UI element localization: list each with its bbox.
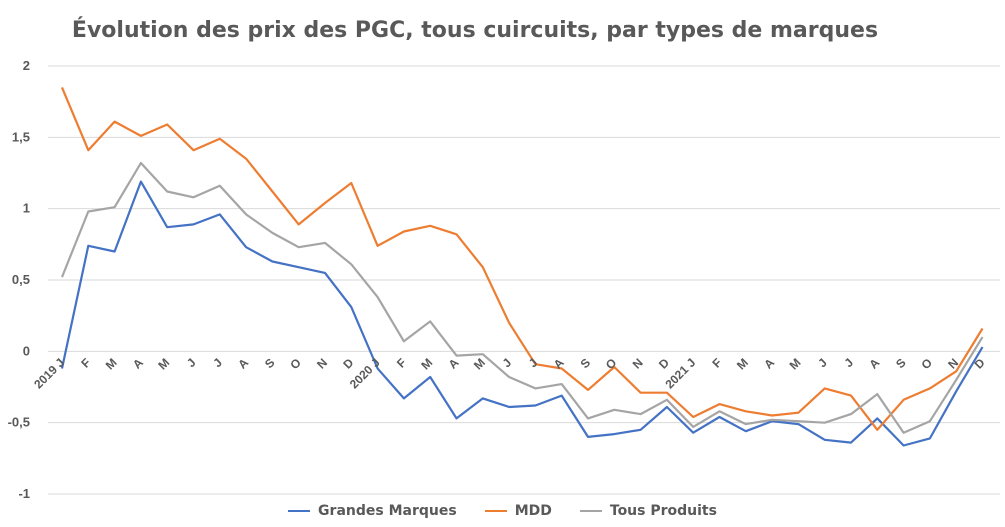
y-tick-label: 0,5: [12, 272, 30, 287]
y-tick-label: -1: [18, 486, 30, 501]
y-axis-ticks: 2 1,5 1 0,5 0 -0,5 -1: [8, 58, 30, 501]
legend-swatch-grandes-marques: [288, 510, 311, 512]
series-line-mdd: [60, 86, 984, 431]
x-tick-label: O: [919, 356, 936, 373]
x-tick-label: M: [734, 356, 751, 373]
x-tick-label: J: [841, 356, 856, 371]
x-tick-label: J: [526, 356, 541, 371]
x-tick-label: M: [787, 356, 804, 373]
series-lines: [60, 86, 984, 447]
x-tick-label: M: [155, 356, 172, 373]
x-tick-label: 2020 J: [347, 356, 383, 392]
legend-item-tous-produits: Tous Produits: [579, 503, 717, 519]
series-line-grandes-marques: [60, 180, 984, 447]
x-tick-label: J: [210, 356, 225, 371]
x-tick-label: N: [630, 356, 646, 372]
x-tick-label: M: [103, 356, 120, 373]
legend-item-grandes-marques: Grandes Marques: [288, 503, 457, 519]
x-tick-label: F: [710, 356, 725, 371]
legend-label-grandes-marques: Grandes Marques: [318, 503, 457, 519]
x-tick-label: D: [972, 355, 988, 371]
legend-label-tous-produits: Tous Produits: [609, 503, 717, 519]
x-tick-label: A: [446, 355, 462, 371]
x-tick-label: J: [500, 356, 515, 371]
x-tick-label: A: [761, 355, 777, 371]
x-tick-label: A: [866, 355, 882, 371]
y-tick-label: 1: [23, 201, 30, 216]
x-tick-label: S: [578, 356, 594, 372]
x-tick-label: A: [235, 355, 251, 371]
y-tick-label: 2: [23, 58, 30, 73]
x-tick-label: N: [945, 356, 961, 372]
chart-title: Évolution des prix des PGC, tous cuircui…: [71, 18, 879, 43]
legend-swatch-mdd: [484, 510, 507, 512]
gridlines: [48, 65, 1000, 495]
y-tick-label: 1,5: [12, 129, 30, 144]
x-tick-label: F: [78, 356, 93, 371]
x-tick-label: M: [418, 356, 435, 373]
x-tick-label: M: [471, 356, 488, 373]
x-tick-label: J: [184, 356, 199, 371]
x-tick-label: D: [656, 355, 672, 371]
series-line-tous-produits: [60, 161, 984, 434]
x-tick-label: A: [130, 355, 146, 371]
x-tick-label: S: [893, 356, 909, 372]
legend-swatch-tous-produits: [579, 510, 602, 512]
x-tick-label: N: [314, 356, 330, 372]
x-tick-label: A: [551, 355, 567, 371]
y-tick-label: -0,5: [8, 415, 30, 430]
x-tick-label: O: [287, 356, 304, 373]
legend: Grandes Marques MDD Tous Produits: [0, 503, 1005, 519]
x-tick-label: 2021 J: [662, 356, 698, 392]
legend-item-mdd: MDD: [484, 503, 552, 519]
legend-label-mdd: MDD: [514, 503, 552, 519]
x-tick-label: J: [815, 356, 830, 371]
x-tick-label: 2019 J: [31, 356, 67, 392]
x-tick-label: D: [340, 355, 356, 371]
x-tick-label: S: [262, 356, 278, 372]
y-tick-label: 0: [23, 343, 30, 358]
x-tick-label: F: [394, 356, 409, 371]
